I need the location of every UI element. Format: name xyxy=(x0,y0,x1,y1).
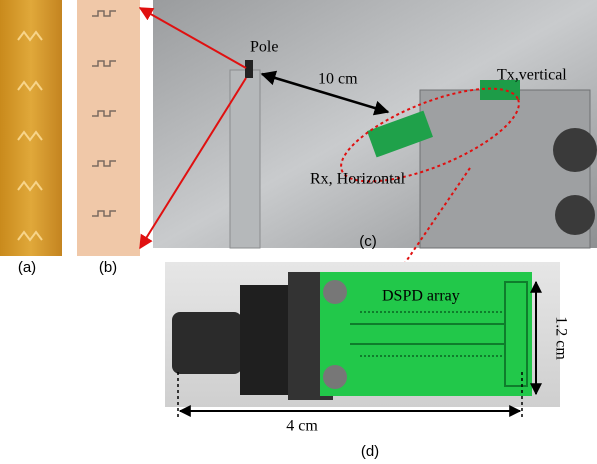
annotation: Tx,vertical xyxy=(497,67,567,84)
screw xyxy=(323,365,347,389)
panel-label: (b) xyxy=(99,259,117,276)
panel-label: (a) xyxy=(18,259,36,276)
pole xyxy=(245,60,253,78)
photo-b xyxy=(77,0,140,256)
annotation: 1.2 cm xyxy=(552,316,569,360)
annotation: 4 cm xyxy=(286,418,318,435)
annotation: 10 cm xyxy=(318,71,358,88)
figure: Pole 10 cm Tx,vertical Rx, Horizontal (a… xyxy=(0,0,597,464)
annotation: Rx, Horizontal xyxy=(310,171,406,188)
connector-body xyxy=(240,285,290,395)
page: Pole 10 cm Tx,vertical Rx, Horizontal (a… xyxy=(0,0,597,464)
panel-label: (d) xyxy=(361,443,379,460)
connector xyxy=(555,195,595,235)
panel-label: (c) xyxy=(359,233,377,250)
sma-connector xyxy=(172,312,242,374)
annotation: Pole xyxy=(250,39,278,56)
annotation: DSPD array xyxy=(382,288,460,305)
connector xyxy=(553,128,597,172)
screw xyxy=(323,280,347,304)
